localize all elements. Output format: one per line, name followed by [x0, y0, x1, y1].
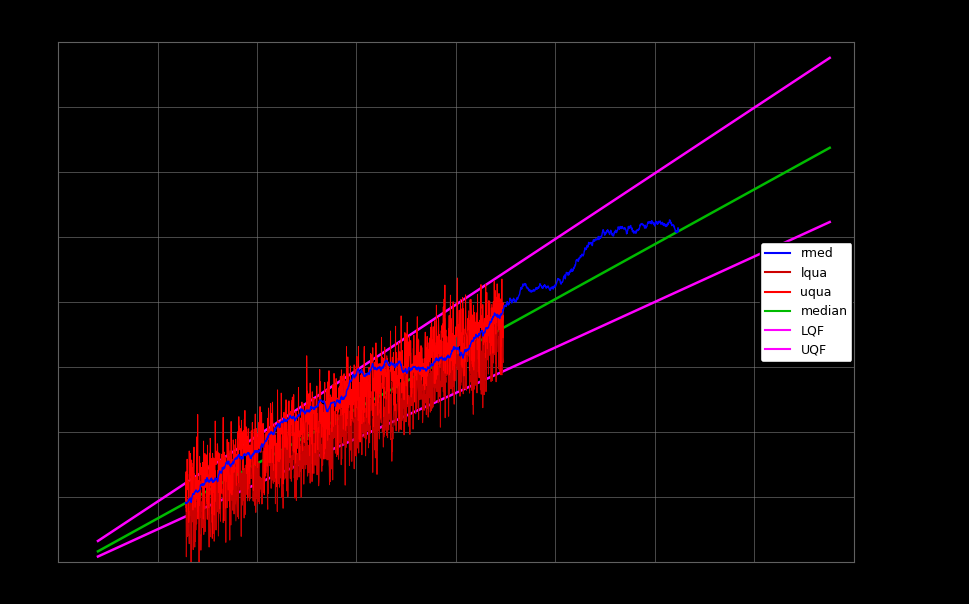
Legend: rmed, lqua, uqua, median, LQF, UQF: rmed, lqua, uqua, median, LQF, UQF — [760, 242, 852, 362]
